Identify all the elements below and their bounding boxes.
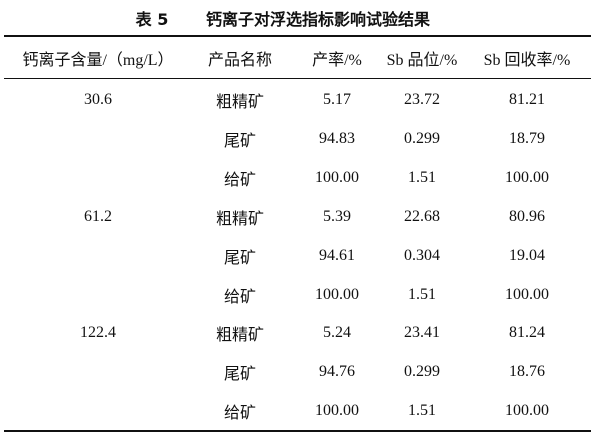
cell: 5.17 xyxy=(323,91,351,108)
cell: 0.299 xyxy=(404,363,440,381)
cell: 粗精矿 xyxy=(215,94,265,111)
header-cell: 产率/% xyxy=(312,52,362,69)
cell: 22.68 xyxy=(404,207,440,225)
bottom-rule xyxy=(4,430,591,432)
cell: 18.79 xyxy=(509,129,545,147)
cell: 粗精矿 xyxy=(215,210,265,228)
cell: 100.00 xyxy=(315,168,359,186)
cell: 1.51 xyxy=(408,168,436,186)
cell: 100.00 xyxy=(505,168,549,186)
cell: 0.304 xyxy=(404,246,440,264)
cell: 给矿 xyxy=(223,288,257,306)
cell: 94.61 xyxy=(319,246,355,264)
header-rule xyxy=(4,78,591,79)
cell: 19.04 xyxy=(509,246,545,264)
cell: 粗精矿 xyxy=(215,327,265,345)
calcium-cell: 122.4 xyxy=(80,324,116,342)
header-cell: 产品名称 xyxy=(207,52,273,69)
cell: 100.00 xyxy=(505,402,549,420)
cell: 80.96 xyxy=(509,207,545,225)
cell: 尾矿 xyxy=(223,249,257,267)
cell: 尾矿 xyxy=(223,132,257,150)
cell: 81.24 xyxy=(509,324,545,342)
cell: 100.00 xyxy=(315,285,359,303)
cell: 5.39 xyxy=(323,207,351,225)
table-label: 表 5 xyxy=(135,10,169,29)
cell: 94.83 xyxy=(319,129,355,147)
cell: 0.299 xyxy=(404,129,440,147)
cell: 1.51 xyxy=(408,285,436,303)
cell: 100.00 xyxy=(315,402,359,420)
cell: 给矿 xyxy=(223,405,257,423)
header-cell: Sb 回收率/% xyxy=(483,52,571,69)
cell: 1.51 xyxy=(408,402,436,420)
table-title: 钙离子对浮选指标影响试验结果 xyxy=(205,10,431,29)
cell: 23.41 xyxy=(404,324,440,342)
calcium-cell: 30.6 xyxy=(84,91,112,108)
cell: 81.21 xyxy=(509,91,545,108)
header-cell: 钙离子含量/（mg/L） xyxy=(22,52,174,69)
cell: 94.76 xyxy=(319,363,355,381)
calcium-cell: 61.2 xyxy=(84,207,112,225)
top-rule xyxy=(4,35,591,37)
cell: 5.24 xyxy=(323,324,351,342)
cell: 尾矿 xyxy=(223,366,257,384)
cell: 100.00 xyxy=(505,285,549,303)
cell: 18.76 xyxy=(509,363,545,381)
header-cell: Sb 品位/% xyxy=(386,52,458,69)
cell: 23.72 xyxy=(404,91,440,108)
cell: 给矿 xyxy=(223,171,257,189)
